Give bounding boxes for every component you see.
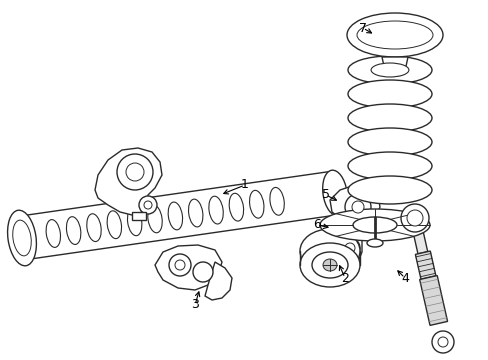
Ellipse shape	[347, 56, 431, 84]
Ellipse shape	[249, 190, 264, 218]
Ellipse shape	[346, 13, 442, 57]
Text: 3: 3	[191, 298, 199, 311]
Text: 1: 1	[241, 179, 248, 192]
Ellipse shape	[319, 209, 429, 241]
Ellipse shape	[66, 217, 81, 244]
Circle shape	[437, 337, 447, 347]
Circle shape	[143, 201, 152, 209]
Ellipse shape	[356, 21, 432, 49]
Text: 2: 2	[340, 271, 348, 284]
Polygon shape	[95, 148, 162, 215]
Ellipse shape	[400, 204, 428, 232]
Ellipse shape	[347, 80, 431, 108]
Ellipse shape	[311, 252, 347, 278]
Ellipse shape	[366, 239, 382, 247]
Ellipse shape	[347, 152, 431, 180]
Circle shape	[193, 262, 213, 282]
Polygon shape	[19, 171, 337, 260]
Ellipse shape	[323, 259, 336, 271]
Ellipse shape	[352, 217, 396, 233]
Ellipse shape	[208, 196, 223, 224]
Ellipse shape	[299, 243, 359, 287]
Circle shape	[345, 194, 370, 220]
Polygon shape	[329, 185, 379, 228]
Ellipse shape	[13, 220, 31, 256]
Text: 7: 7	[358, 22, 366, 35]
Ellipse shape	[86, 214, 101, 242]
Ellipse shape	[107, 211, 122, 239]
Ellipse shape	[347, 128, 431, 156]
Ellipse shape	[188, 199, 203, 227]
Ellipse shape	[8, 210, 36, 266]
Polygon shape	[334, 215, 345, 223]
Ellipse shape	[406, 210, 422, 226]
Circle shape	[351, 201, 363, 213]
Ellipse shape	[384, 66, 404, 76]
Ellipse shape	[347, 104, 431, 132]
Circle shape	[345, 243, 354, 253]
Polygon shape	[409, 217, 427, 254]
Polygon shape	[155, 245, 222, 290]
Ellipse shape	[147, 205, 162, 233]
Polygon shape	[334, 228, 361, 268]
Polygon shape	[132, 212, 146, 220]
Ellipse shape	[322, 170, 346, 216]
Ellipse shape	[370, 63, 408, 77]
Text: 4: 4	[400, 271, 408, 284]
Polygon shape	[381, 57, 407, 71]
Ellipse shape	[168, 202, 182, 230]
Circle shape	[339, 238, 359, 258]
Circle shape	[175, 260, 184, 270]
Circle shape	[126, 163, 143, 181]
Polygon shape	[414, 251, 435, 279]
Ellipse shape	[127, 208, 142, 236]
Text: 6: 6	[312, 219, 320, 231]
Circle shape	[139, 196, 157, 214]
Circle shape	[117, 154, 153, 190]
Ellipse shape	[46, 220, 61, 247]
Circle shape	[169, 254, 191, 276]
Ellipse shape	[269, 188, 284, 215]
Ellipse shape	[299, 229, 359, 273]
Polygon shape	[204, 262, 231, 300]
Ellipse shape	[347, 176, 431, 204]
Polygon shape	[419, 275, 447, 325]
Circle shape	[431, 331, 453, 353]
Ellipse shape	[229, 193, 243, 221]
Text: 5: 5	[321, 189, 329, 202]
